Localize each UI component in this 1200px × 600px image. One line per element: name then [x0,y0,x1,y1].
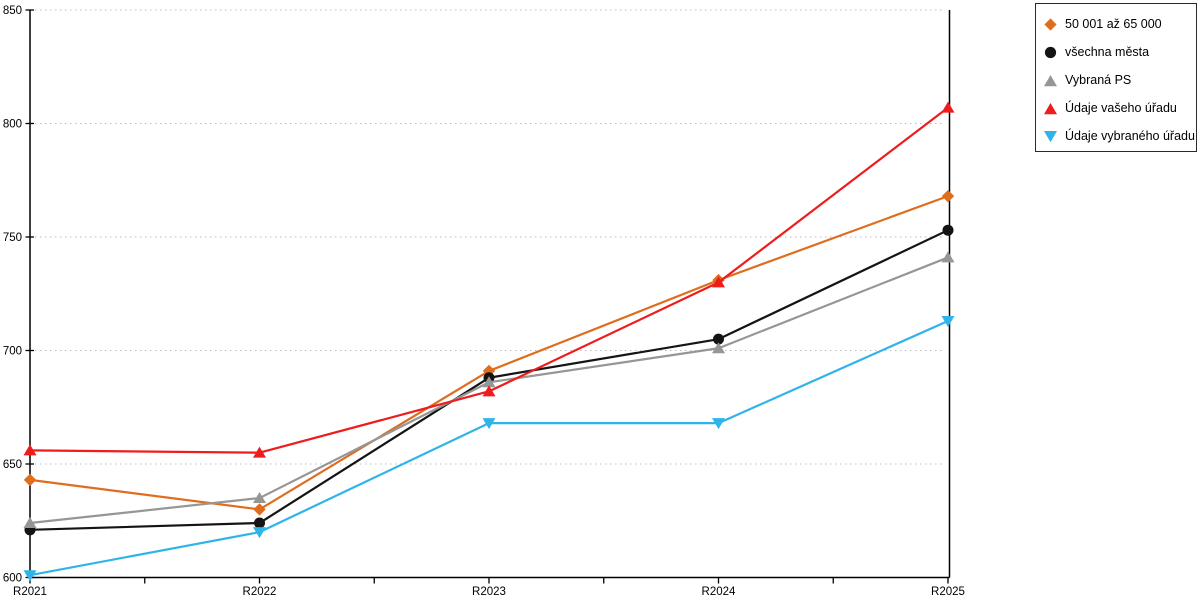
data-point-marker [941,315,955,327]
legend-item: Údaje vašeho úřadu [1036,94,1196,122]
series-line [28,195,950,511]
legend-circle-icon [1044,46,1057,58]
legend-label: 50 001 až 65 000 [1065,17,1162,31]
y-tick-label: 850 [3,5,22,17]
data-point-marker [712,342,725,354]
legend-triangle-up-icon [1044,102,1057,114]
x-tick-label: R2023 [472,586,506,598]
legend-label: Údaje vašeho úřadu [1065,101,1177,115]
x-tick-label: R2021 [13,586,47,598]
legend-item: Vybraná PS [1036,66,1196,94]
x-tick-label: R2022 [243,586,277,598]
data-point-marker [253,503,266,516]
data-point-marker [712,276,725,288]
legend-label: Vybraná PS [1065,73,1132,87]
legend-label: všechna města [1065,45,1150,59]
x-tick-label: R2024 [702,586,736,598]
data-point-marker [23,473,37,487]
data-point-marker [482,385,496,397]
data-point-marker [23,517,37,529]
legend-diamond-icon [1044,17,1057,31]
legend-item: Údaje vybraného úřadu [1036,122,1196,150]
data-point-marker [713,333,724,345]
y-tick-label: 800 [3,119,22,131]
data-point-marker [253,492,266,504]
data-point-marker [254,517,265,529]
y-tick-label: 750 [3,232,22,244]
series-daje-va-eho-adu [23,101,955,458]
data-point-marker [253,527,266,539]
data-point-marker [941,101,955,113]
legend-triangle-down-icon [1044,130,1057,142]
legend-item: všechna města [1036,38,1196,66]
data-point-marker [941,251,955,263]
legend-item: 50 001 až 65 000 [1036,10,1196,38]
series-daje-vybran-ho-adu [23,315,955,582]
data-point-marker [23,570,37,582]
data-point-marker [253,446,266,458]
y-tick-label: 650 [3,459,22,471]
legend-triangle-up-icon [1044,74,1057,86]
series-line [28,106,950,454]
data-point-marker [482,418,496,430]
series-50-001-a-65-000 [23,189,955,516]
y-tick-label: 600 [3,573,22,585]
data-point-marker [482,376,496,388]
data-point-marker [712,418,725,430]
legend-box: 50 001 až 65 000 všechna města Vybraná PS Ú… [1035,3,1197,152]
data-point-marker [941,189,955,203]
y-tick-label: 700 [3,346,22,358]
x-tick-label: R2025 [931,586,965,598]
data-point-marker [23,444,37,456]
legend-label: Údaje vybraného úřadu [1065,129,1195,143]
series-line [28,319,950,577]
series-vybran-ps [23,251,955,529]
data-point-marker [942,224,954,236]
